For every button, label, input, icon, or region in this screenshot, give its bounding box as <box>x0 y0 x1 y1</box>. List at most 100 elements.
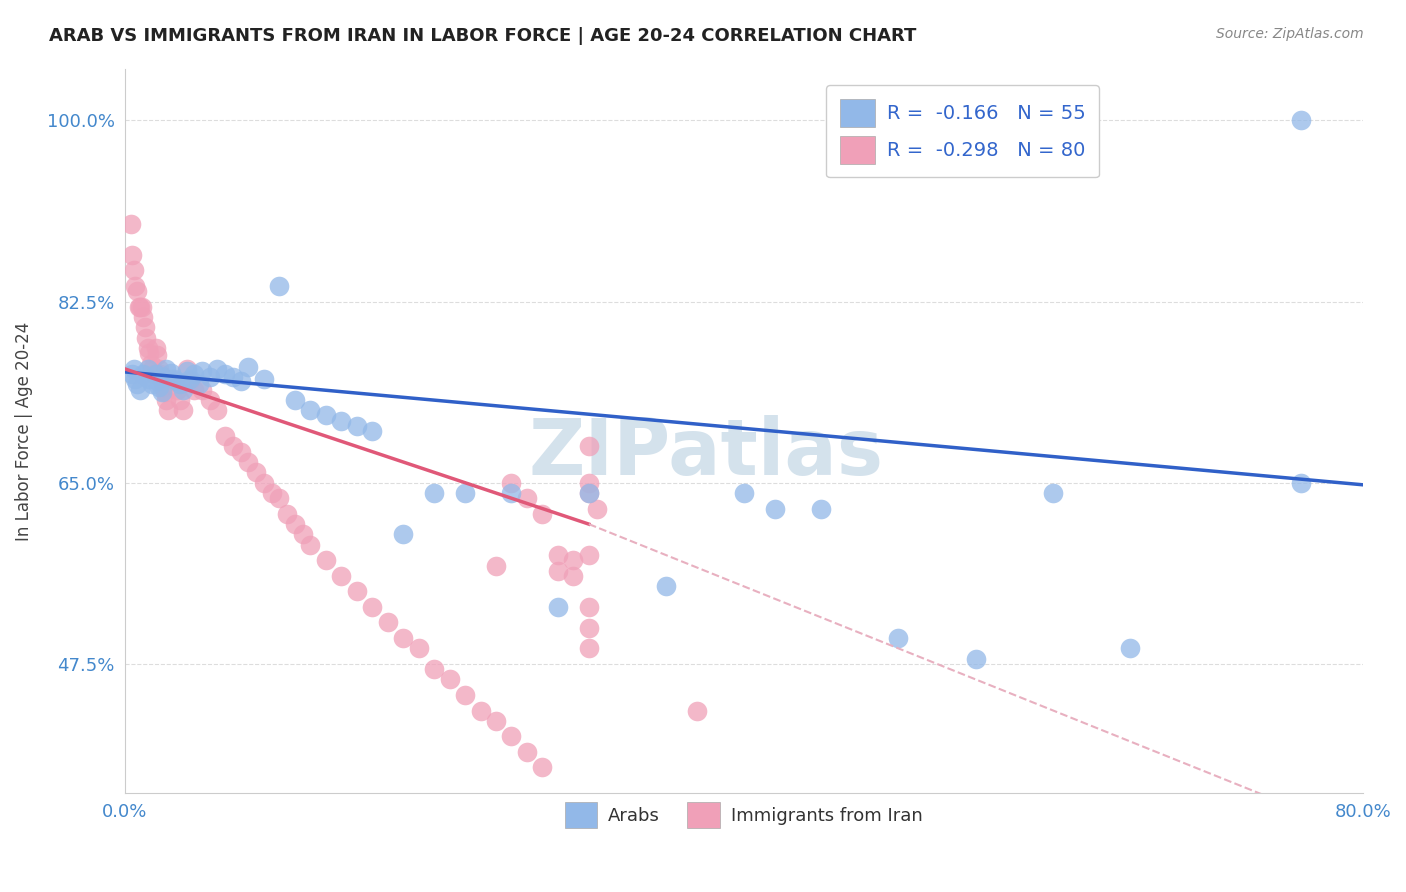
Point <box>141 361 163 376</box>
Point <box>152 380 174 394</box>
Point <box>485 714 508 728</box>
Point <box>361 599 384 614</box>
Point <box>578 621 600 635</box>
Point <box>153 384 176 399</box>
Point <box>299 403 322 417</box>
Point <box>454 486 477 500</box>
Point <box>578 641 600 656</box>
Point <box>214 367 236 381</box>
Point <box>207 361 229 376</box>
Point <box>129 383 152 397</box>
Point <box>392 631 415 645</box>
Point <box>145 341 167 355</box>
Point <box>166 374 188 388</box>
Point <box>134 320 156 334</box>
Point <box>149 367 172 381</box>
Point <box>299 538 322 552</box>
Point <box>238 359 260 374</box>
Point <box>238 455 260 469</box>
Point <box>585 501 607 516</box>
Point <box>183 367 205 381</box>
Point <box>163 372 186 386</box>
Point <box>578 440 600 454</box>
Point <box>222 370 245 384</box>
Point <box>146 348 169 362</box>
Point <box>122 361 145 376</box>
Point <box>408 641 430 656</box>
Point <box>485 558 508 573</box>
Point <box>501 486 523 500</box>
Point <box>291 527 314 541</box>
Point <box>578 548 600 562</box>
Point <box>145 367 167 381</box>
Point <box>330 414 353 428</box>
Point <box>155 392 177 407</box>
Point <box>562 569 585 583</box>
Point <box>172 383 194 397</box>
Y-axis label: In Labor Force | Age 20-24: In Labor Force | Age 20-24 <box>15 321 32 541</box>
Point <box>156 403 179 417</box>
Point <box>733 486 755 500</box>
Point <box>143 367 166 381</box>
Point <box>136 341 159 355</box>
Point <box>578 475 600 490</box>
Point <box>125 284 148 298</box>
Point <box>136 361 159 376</box>
Point <box>124 372 146 386</box>
Point <box>547 548 569 562</box>
Point <box>531 760 554 774</box>
Point <box>253 475 276 490</box>
Point <box>269 491 291 506</box>
Point <box>531 507 554 521</box>
Point <box>578 486 600 500</box>
Point <box>198 370 221 384</box>
Point <box>207 403 229 417</box>
Point <box>315 553 337 567</box>
Point <box>183 383 205 397</box>
Legend: Arabs, Immigrants from Iran: Arabs, Immigrants from Iran <box>558 795 929 835</box>
Point <box>139 357 162 371</box>
Point <box>547 564 569 578</box>
Point <box>179 374 201 388</box>
Point <box>191 364 214 378</box>
Point <box>315 409 337 423</box>
Point <box>138 346 160 360</box>
Point <box>810 501 832 516</box>
Point <box>150 374 173 388</box>
Point <box>229 444 252 458</box>
Point <box>423 486 446 500</box>
Point <box>152 370 174 384</box>
Point <box>125 377 148 392</box>
Point <box>187 377 209 392</box>
Point <box>245 466 267 480</box>
Point <box>132 367 155 381</box>
Point <box>169 377 191 392</box>
Point <box>686 704 709 718</box>
Point <box>763 501 786 516</box>
Point <box>176 364 198 378</box>
Point <box>578 486 600 500</box>
Point <box>155 361 177 376</box>
Point <box>179 372 201 386</box>
Point <box>160 366 183 380</box>
Point <box>128 300 150 314</box>
Point <box>470 704 492 718</box>
Point <box>423 662 446 676</box>
Point <box>454 688 477 702</box>
Point <box>122 263 145 277</box>
Point <box>138 372 160 386</box>
Point <box>169 392 191 407</box>
Point <box>377 615 399 630</box>
Point <box>120 217 142 231</box>
Point <box>655 579 678 593</box>
Text: ARAB VS IMMIGRANTS FROM IRAN IN LABOR FORCE | AGE 20-24 CORRELATION CHART: ARAB VS IMMIGRANTS FROM IRAN IN LABOR FO… <box>49 27 917 45</box>
Point <box>501 730 523 744</box>
Point <box>578 599 600 614</box>
Point <box>501 475 523 490</box>
Point <box>229 374 252 388</box>
Point <box>1289 113 1312 128</box>
Point <box>516 745 538 759</box>
Point <box>146 374 169 388</box>
Point <box>1042 486 1064 500</box>
Point <box>150 384 173 399</box>
